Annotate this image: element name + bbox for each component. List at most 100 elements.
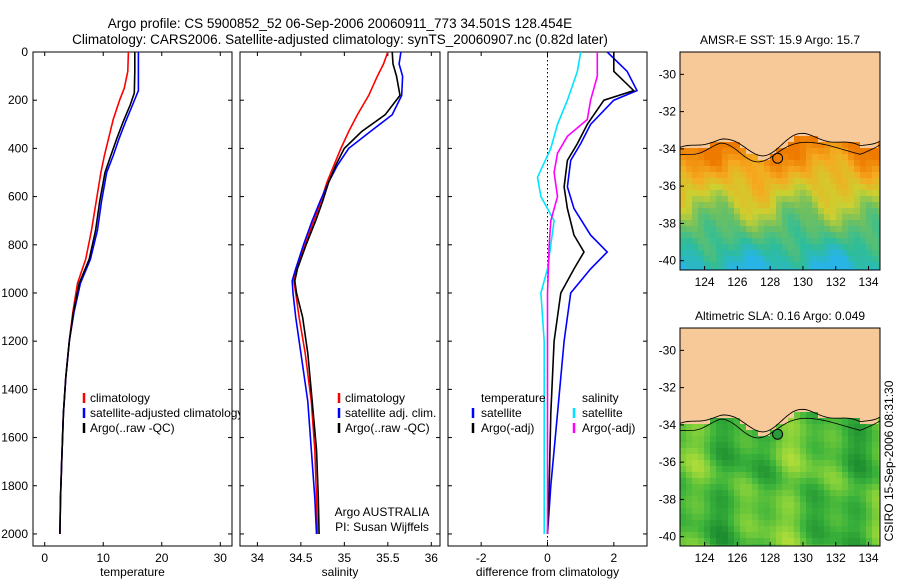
map-cell	[824, 88, 830, 94]
map-cell	[860, 430, 866, 436]
map-cell	[692, 442, 698, 448]
map-cell	[680, 244, 686, 250]
map-cell	[782, 232, 788, 238]
map-cell	[854, 136, 860, 142]
map-cell	[764, 88, 770, 94]
map-cell	[758, 364, 764, 370]
map-cell	[854, 358, 860, 364]
map-cell	[860, 76, 866, 82]
map-cell	[836, 436, 842, 442]
map-cell	[860, 352, 866, 358]
map-cell	[866, 172, 872, 178]
map-cell	[734, 88, 740, 94]
map-cell	[680, 94, 686, 100]
map-cell	[716, 388, 722, 394]
map-cell	[698, 226, 704, 232]
map-cell	[842, 514, 848, 520]
map-cell	[830, 100, 836, 106]
map-cell	[770, 118, 776, 124]
map-cell	[830, 214, 836, 220]
x-tick-label: 35.5	[376, 551, 400, 565]
map-cell	[794, 394, 800, 400]
map-cell	[728, 88, 734, 94]
map-cell	[752, 178, 758, 184]
map-cell	[758, 136, 764, 142]
map-cell	[710, 466, 716, 472]
map-cell	[878, 484, 880, 490]
map-cell	[740, 118, 746, 124]
map-cell	[866, 400, 872, 406]
map-cell	[770, 268, 776, 270]
map-cell	[692, 196, 698, 202]
map-cell	[698, 538, 704, 544]
map-cell	[746, 346, 752, 352]
map-cell	[860, 460, 866, 466]
map-cell	[818, 130, 824, 136]
map-cell	[704, 214, 710, 220]
map-cell	[746, 454, 752, 460]
map-cell	[776, 394, 782, 400]
map-cell	[878, 88, 880, 94]
map-cell	[764, 382, 770, 388]
map-cell	[698, 430, 704, 436]
map-cell	[764, 346, 770, 352]
map-cell	[800, 70, 806, 76]
map-cell	[812, 508, 818, 514]
map-cell	[680, 406, 686, 412]
map-cell	[830, 184, 836, 190]
map-cell	[686, 166, 692, 172]
map-cell	[824, 124, 830, 130]
map-cell	[866, 238, 872, 244]
map-cell	[746, 208, 752, 214]
map-cell	[812, 100, 818, 106]
map-cell	[788, 160, 794, 166]
map-cell	[842, 346, 848, 352]
map-cell	[782, 106, 788, 112]
map-cell	[758, 178, 764, 184]
map-cell	[692, 364, 698, 370]
map-cell	[794, 430, 800, 436]
map-cell	[836, 208, 842, 214]
map-cell	[782, 460, 788, 466]
x-tick-label: 35	[338, 551, 352, 565]
map-cell	[794, 148, 800, 154]
map-cell	[878, 118, 880, 124]
map-cell	[698, 244, 704, 250]
map-cell	[722, 262, 728, 268]
map-cell	[830, 52, 836, 58]
map-cell	[752, 364, 758, 370]
map-cell	[680, 334, 686, 340]
map-cell	[788, 214, 794, 220]
map-cell	[686, 466, 692, 472]
map-cell	[818, 352, 824, 358]
x-tick-label: 134	[859, 275, 879, 289]
map-cell	[722, 202, 728, 208]
map-cell	[752, 262, 758, 268]
map-cell	[800, 238, 806, 244]
map-cell	[830, 406, 836, 412]
map-cell	[752, 400, 758, 406]
map-cell	[806, 250, 812, 256]
map-cell	[830, 520, 836, 526]
map-cell	[740, 466, 746, 472]
map-cell	[770, 538, 776, 544]
map-cell	[680, 478, 686, 484]
map-cell	[716, 76, 722, 82]
map-cell	[740, 484, 746, 490]
map-cell	[692, 406, 698, 412]
map-cell	[806, 52, 812, 58]
map-cell	[818, 88, 824, 94]
map-cell	[854, 472, 860, 478]
map-cell	[860, 172, 866, 178]
map-cell	[812, 496, 818, 502]
map-cell	[848, 88, 854, 94]
map-cell	[878, 154, 880, 160]
map-cell	[692, 520, 698, 526]
map-cell	[872, 352, 878, 358]
map-cell	[698, 112, 704, 118]
map-cell	[860, 190, 866, 196]
map-cell	[800, 256, 806, 262]
map-cell	[710, 190, 716, 196]
map-cell	[698, 514, 704, 520]
